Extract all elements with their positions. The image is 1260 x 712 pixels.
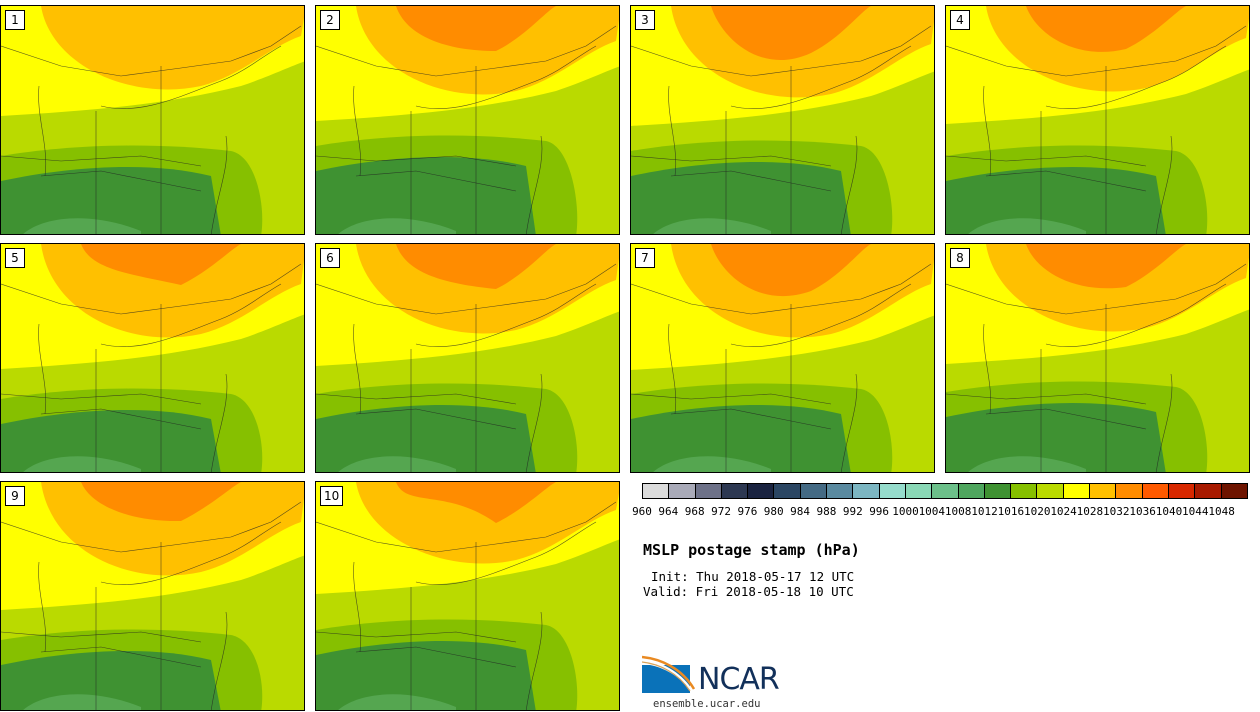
colorbar-tick: 976: [737, 505, 758, 518]
member-label: 3: [635, 10, 655, 30]
mslp-map: [1, 482, 304, 710]
member-label: 2: [320, 10, 340, 30]
colorbar-swatch: [879, 484, 906, 498]
stamp-panel-2: 2: [315, 5, 620, 235]
colorbar-swatch: [643, 484, 670, 498]
member-label: 6: [320, 248, 340, 268]
colorbar-tick: 960: [632, 505, 652, 518]
colorbar-tick: 996: [869, 505, 890, 518]
colorbar-tick: 1028: [1076, 505, 1104, 518]
colorbar-tick: 984: [790, 505, 811, 518]
member-label: 5: [5, 248, 25, 268]
mslp-map: [631, 6, 934, 234]
colorbar-swatch: [1011, 484, 1038, 498]
colorbar-swatch: [958, 484, 985, 498]
stamp-panel-3: 3: [630, 5, 935, 235]
colorbar-tick: 1036: [1129, 505, 1156, 518]
stamp-panel-10: 10: [315, 481, 620, 711]
colorbar-tick: 1048: [1208, 505, 1235, 518]
mslp-map: [946, 6, 1249, 234]
mslp-map: [631, 244, 934, 472]
stamp-panel-6: 6: [315, 243, 620, 473]
member-label: 9: [5, 486, 25, 506]
ncar-logo-icon: [642, 655, 696, 693]
colorbar-swatch: [1195, 484, 1222, 498]
chart-title: MSLP postage stamp (hPa): [643, 541, 860, 559]
colorbar-swatch: [1116, 484, 1143, 498]
colorbar-tick: 1000: [892, 505, 919, 518]
member-label: 7: [635, 248, 655, 268]
colorbar-swatch: [827, 484, 854, 498]
colorbar-tick: 1024: [1050, 505, 1077, 518]
member-label: 1: [5, 10, 25, 30]
ncar-logo-text: NCAR: [698, 662, 780, 697]
init-time: Init: Thu 2018-05-17 12 UTC: [651, 569, 855, 584]
member-label: 10: [320, 486, 344, 506]
colorbar-tick: 1040: [1155, 505, 1183, 518]
stamp-panel-8: 8: [945, 243, 1250, 473]
colorbar-swatch: [748, 484, 775, 498]
mslp-map: [946, 244, 1249, 472]
stamp-panel-5: 5: [0, 243, 305, 473]
ensemble-url: ensemble.ucar.edu: [653, 698, 761, 710]
colorbar-swatch: [1090, 484, 1117, 498]
colorbar-tick: 1004: [918, 505, 946, 518]
mslp-map: [1, 6, 304, 234]
colorbar-swatch: [1221, 484, 1247, 498]
colorbar-swatch: [1142, 484, 1169, 498]
colorbar-swatch: [669, 484, 696, 498]
mslp-map: [316, 482, 619, 710]
colorbar-swatch: [1168, 484, 1196, 498]
colorbar-swatch: [932, 484, 959, 498]
colorbar-swatch: [695, 484, 722, 498]
colorbar-swatch: [774, 484, 801, 498]
colorbar-tick: 968: [684, 505, 705, 518]
colorbar-swatch: [1063, 484, 1091, 498]
valid-time: Valid: Fri 2018-05-18 10 UTC: [643, 584, 854, 599]
colorbar-tick-labels: 960 964 968 972 976 980 984 988 992 996 1000 1004 10…: [632, 505, 1248, 519]
mslp-map: [316, 244, 619, 472]
colorbar-swatch: [905, 484, 933, 498]
colorbar-tick: 980: [763, 505, 784, 518]
stamp-panel-1: 1: [0, 5, 305, 235]
colorbar-tick: 972: [711, 505, 731, 518]
colorbar-tick: 1032: [1103, 505, 1130, 518]
colorbar-tick: 1012: [971, 505, 998, 518]
mslp-map: [1, 244, 304, 472]
colorbar-swatch: [800, 484, 828, 498]
colorbar-tick: 1044: [1182, 505, 1209, 518]
member-label: 4: [950, 10, 970, 30]
colorbar-tick: 1020: [1023, 505, 1051, 518]
colorbar-tick: 988: [816, 505, 837, 518]
colorbar-tick: 992: [842, 505, 863, 518]
colorbar-tick: 1008: [944, 505, 972, 518]
member-label: 8: [950, 248, 970, 268]
colorbar-swatch: [984, 484, 1012, 498]
mslp-map: [316, 6, 619, 234]
colorbar-tick: 1016: [997, 505, 1025, 518]
pressure-colorbar: [642, 483, 1248, 499]
colorbar-tick: 964: [658, 505, 679, 518]
stamp-panel-7: 7: [630, 243, 935, 473]
colorbar-swatch: [721, 484, 749, 498]
colorbar-swatch: [1037, 484, 1064, 498]
stamp-panel-9: 9: [0, 481, 305, 711]
colorbar-swatch: [853, 484, 880, 498]
stamp-panel-4: 4: [945, 5, 1250, 235]
